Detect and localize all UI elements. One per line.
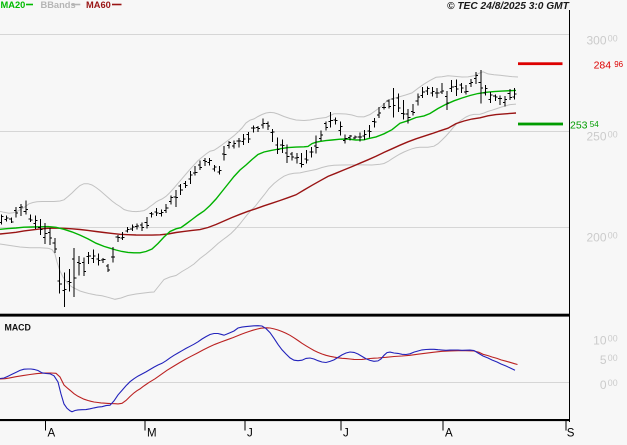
svg-text:300: 300	[586, 33, 606, 47]
svg-text:00: 00	[608, 333, 618, 343]
svg-text:J: J	[247, 428, 253, 440]
svg-text:253: 253	[570, 119, 588, 131]
svg-text:J: J	[343, 428, 349, 440]
svg-text:00: 00	[608, 231, 618, 241]
svg-text:10: 10	[593, 333, 607, 347]
svg-text:54: 54	[590, 120, 599, 129]
svg-text:00: 00	[608, 378, 618, 388]
svg-text:© TEC 24/8/2025 3:0 GMT: © TEC 24/8/2025 3:0 GMT	[447, 1, 570, 12]
svg-text:200: 200	[586, 231, 606, 245]
svg-text:96: 96	[614, 60, 623, 69]
svg-text:A: A	[48, 428, 56, 440]
svg-text:M: M	[147, 428, 157, 440]
svg-text:MA60: MA60	[86, 0, 111, 10]
svg-text:BBands: BBands	[41, 0, 76, 10]
svg-text:S: S	[567, 428, 575, 440]
svg-text:MA20: MA20	[1, 0, 26, 10]
svg-text:250: 250	[586, 129, 606, 143]
svg-text:00: 00	[608, 34, 618, 44]
svg-text:MACD: MACD	[5, 323, 31, 333]
svg-text:0: 0	[600, 378, 607, 392]
svg-text:284: 284	[594, 60, 612, 72]
svg-text:A: A	[445, 428, 453, 440]
svg-text:00: 00	[608, 129, 618, 139]
svg-text:5: 5	[600, 353, 607, 367]
svg-text:00: 00	[608, 353, 618, 363]
